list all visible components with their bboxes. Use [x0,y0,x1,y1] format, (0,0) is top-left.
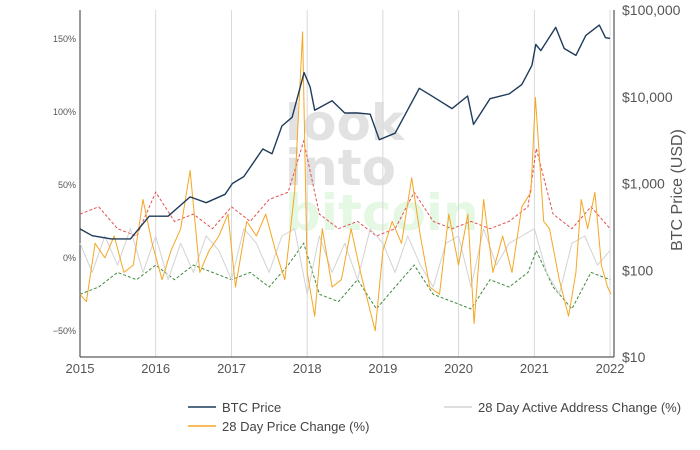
right-tick-2: $1,000 [622,176,665,192]
watermark-line-2: into [285,139,396,197]
legend-label-active-address: 28 Day Active Address Change (%) [478,400,681,415]
series-lines [79,24,612,332]
right-tick-1: $10,000 [622,89,673,105]
series-active-address-change [79,228,611,295]
x-tick-2015: 2015 [66,361,95,376]
left-axis-ticks: 150% 100% 50% 0% −50% [53,34,76,336]
left-tick-1: 100% [53,107,76,117]
left-tick-4: −50% [53,326,76,336]
series-btc-price [79,24,611,240]
x-tick-2021: 2021 [520,361,549,376]
right-tick-3: $100 [622,262,653,278]
axis-lines [79,10,615,358]
legend: BTC Price 28 Day Price Change (%) 28 Day… [188,400,681,434]
right-tick-0: $100,000 [622,2,681,18]
watermark-line-3: bitcoin [285,184,479,242]
x-tick-2020: 2020 [444,361,473,376]
x-tick-2022: 2022 [596,361,625,376]
x-tick-2019: 2019 [368,361,397,376]
left-tick-2: 50% [58,180,76,190]
series-price-change [79,31,612,332]
x-tick-2016: 2016 [141,361,170,376]
right-axis-ticks: $100,000 $10,000 $1,000 $100 $10 [622,2,681,365]
right-axis-title: BTC Price (USD) [669,129,686,251]
x-axis-ticks: 2015 2016 2017 2018 2019 2020 2021 2022 [66,361,625,376]
x-tick-2018: 2018 [293,361,322,376]
left-tick-0: 150% [53,34,76,44]
legend-label-btc-price: BTC Price [222,400,281,415]
dashed-band-0 [79,139,611,237]
dashed-band-1 [79,242,611,310]
right-tick-4: $10 [622,349,646,365]
x-tick-2017: 2017 [217,361,246,376]
dashed-bands [79,139,611,310]
left-tick-3: 0% [63,253,76,263]
legend-label-price-change: 28 Day Price Change (%) [222,419,369,434]
